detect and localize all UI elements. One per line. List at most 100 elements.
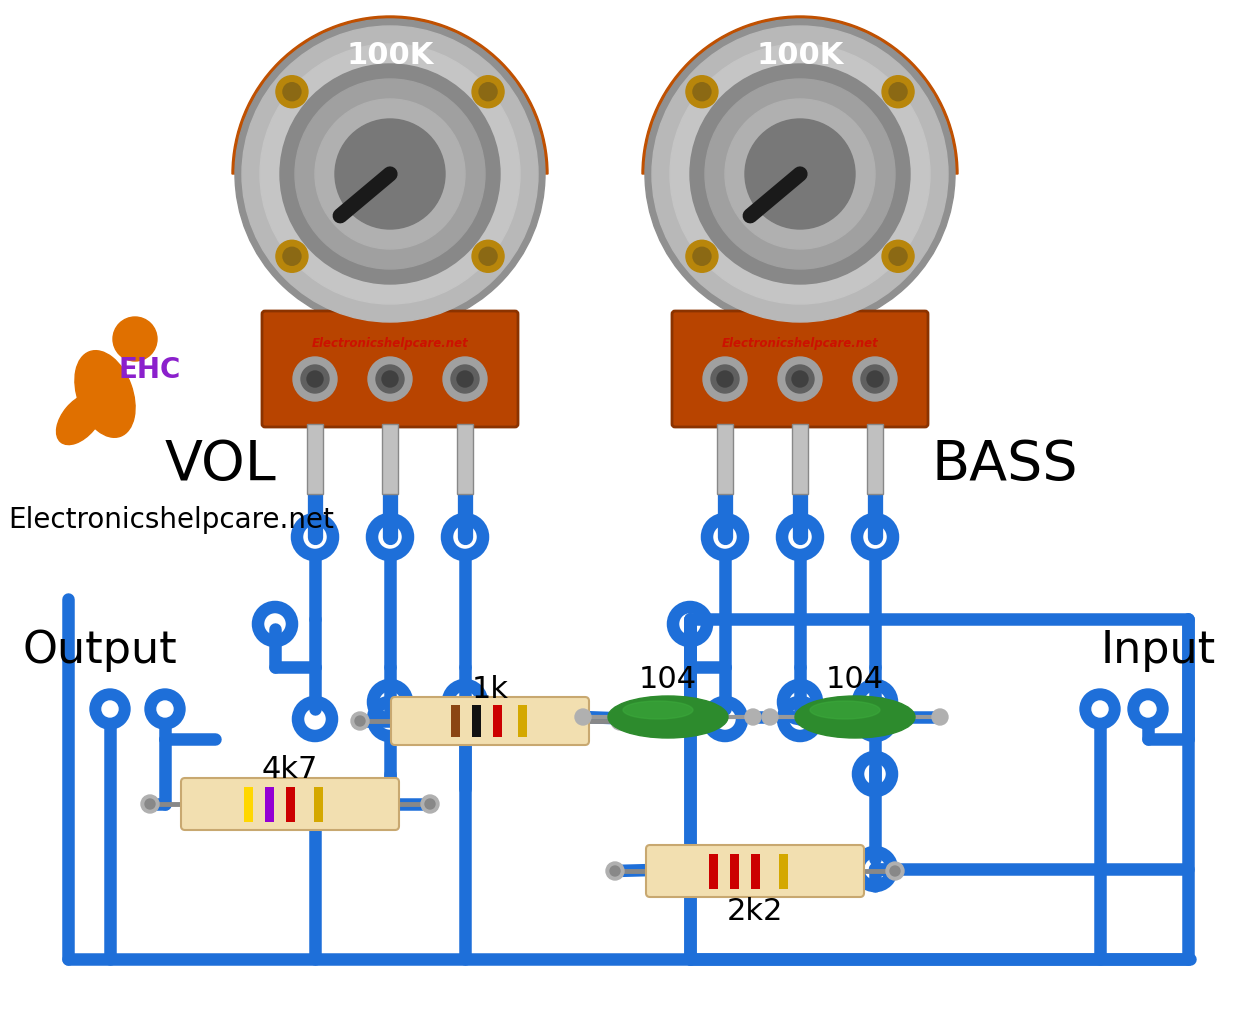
Text: 100K: 100K xyxy=(346,41,434,69)
Circle shape xyxy=(102,701,118,717)
Ellipse shape xyxy=(623,701,693,719)
Circle shape xyxy=(91,689,130,730)
Circle shape xyxy=(443,358,487,401)
Circle shape xyxy=(260,45,520,305)
Bar xyxy=(286,788,294,822)
Circle shape xyxy=(853,358,897,401)
Circle shape xyxy=(242,26,538,323)
Circle shape xyxy=(606,862,624,880)
Circle shape xyxy=(703,358,747,401)
Text: 104: 104 xyxy=(827,664,884,694)
Circle shape xyxy=(932,709,949,726)
Wedge shape xyxy=(642,17,959,175)
FancyBboxPatch shape xyxy=(672,312,928,428)
Circle shape xyxy=(745,709,761,726)
Circle shape xyxy=(293,358,337,401)
Circle shape xyxy=(652,26,949,323)
Bar xyxy=(307,425,323,494)
Bar xyxy=(730,854,738,890)
Circle shape xyxy=(452,366,479,393)
Bar xyxy=(457,425,473,494)
Circle shape xyxy=(610,866,620,876)
FancyBboxPatch shape xyxy=(262,312,518,428)
Circle shape xyxy=(479,84,497,102)
Circle shape xyxy=(686,242,718,273)
Circle shape xyxy=(314,100,465,250)
Text: Electronicshelpcare.net: Electronicshelpcare.net xyxy=(312,336,468,350)
Circle shape xyxy=(145,799,155,809)
Circle shape xyxy=(1140,701,1156,717)
Ellipse shape xyxy=(795,696,915,739)
FancyBboxPatch shape xyxy=(647,845,864,897)
Text: Output: Output xyxy=(23,628,177,671)
Circle shape xyxy=(575,709,591,726)
Circle shape xyxy=(425,799,435,809)
Circle shape xyxy=(457,372,473,387)
Circle shape xyxy=(704,79,894,270)
Wedge shape xyxy=(645,20,955,175)
Circle shape xyxy=(335,120,445,229)
Circle shape xyxy=(472,76,504,109)
Circle shape xyxy=(355,716,365,727)
Circle shape xyxy=(351,712,369,731)
Text: EHC: EHC xyxy=(118,356,181,383)
Circle shape xyxy=(472,242,504,273)
Text: VOL: VOL xyxy=(164,437,276,491)
Circle shape xyxy=(369,358,413,401)
Circle shape xyxy=(615,716,625,727)
Bar xyxy=(710,854,718,890)
Text: Electronicshelpcare.net: Electronicshelpcare.net xyxy=(722,336,878,350)
Circle shape xyxy=(693,248,711,266)
Circle shape xyxy=(283,84,301,102)
Circle shape xyxy=(717,372,733,387)
Bar xyxy=(493,705,502,738)
Circle shape xyxy=(889,84,907,102)
Circle shape xyxy=(281,65,499,284)
Ellipse shape xyxy=(608,696,728,739)
Bar xyxy=(867,425,883,494)
Circle shape xyxy=(1081,689,1120,730)
Ellipse shape xyxy=(57,394,103,445)
Bar xyxy=(472,705,481,738)
Bar xyxy=(244,788,253,822)
Text: 4k7: 4k7 xyxy=(262,755,318,784)
Circle shape xyxy=(867,372,883,387)
Circle shape xyxy=(307,372,323,387)
Circle shape xyxy=(886,862,905,880)
Circle shape xyxy=(1128,689,1167,730)
Text: 100K: 100K xyxy=(756,41,844,69)
Circle shape xyxy=(693,84,711,102)
Circle shape xyxy=(777,358,821,401)
Text: Input: Input xyxy=(1101,628,1215,671)
Circle shape xyxy=(711,366,738,393)
Bar xyxy=(751,854,760,890)
Circle shape xyxy=(157,701,174,717)
Circle shape xyxy=(479,248,497,266)
Bar xyxy=(265,788,274,822)
Circle shape xyxy=(762,709,777,726)
Circle shape xyxy=(376,366,404,393)
Bar xyxy=(452,705,460,738)
Wedge shape xyxy=(231,17,548,175)
Circle shape xyxy=(686,76,718,109)
Bar xyxy=(314,788,323,822)
Circle shape xyxy=(283,248,301,266)
Bar xyxy=(779,854,788,890)
Circle shape xyxy=(882,242,915,273)
Circle shape xyxy=(745,120,855,229)
Circle shape xyxy=(113,318,157,362)
Circle shape xyxy=(889,248,907,266)
Circle shape xyxy=(689,65,910,284)
Circle shape xyxy=(860,366,889,393)
Circle shape xyxy=(421,795,439,813)
Circle shape xyxy=(382,372,398,387)
Circle shape xyxy=(145,689,185,730)
Bar xyxy=(717,425,733,494)
Ellipse shape xyxy=(75,352,135,438)
Circle shape xyxy=(645,20,955,330)
Ellipse shape xyxy=(810,701,881,719)
Bar xyxy=(518,705,527,738)
Circle shape xyxy=(1092,701,1108,717)
Circle shape xyxy=(294,79,486,270)
Bar xyxy=(382,425,398,494)
